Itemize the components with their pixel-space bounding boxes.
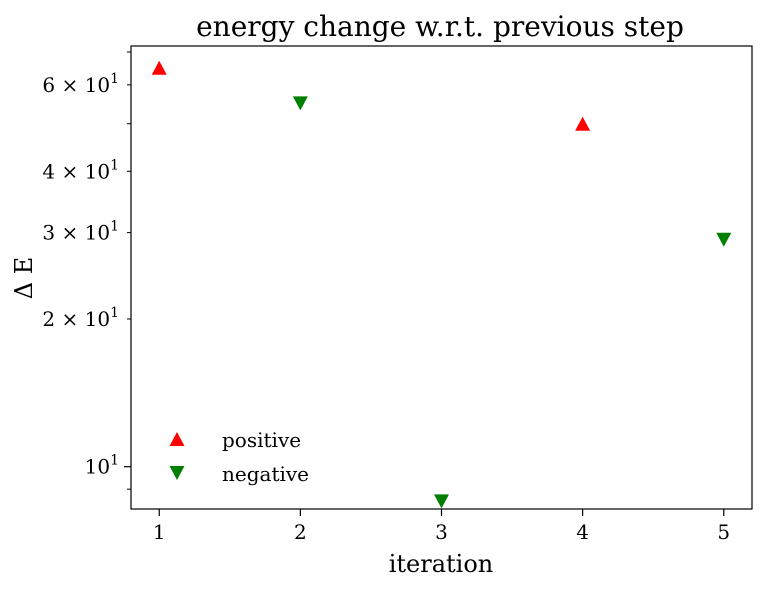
y-tick-label: 6 × 101 [42, 71, 119, 97]
y-tick-times: × [55, 159, 84, 183]
legend-label-negative: negative [222, 462, 309, 486]
y-tick-exponent: 1 [110, 219, 119, 235]
y-tick-exponent: 1 [110, 305, 119, 321]
legend-marker-negative [169, 466, 185, 480]
x-tick-label: 4 [576, 520, 589, 544]
data-point-positive [151, 60, 167, 75]
y-tick-coefficient: 6 [42, 73, 55, 97]
x-tick-label: 5 [717, 520, 730, 544]
y-tick-coefficient: 4 [42, 159, 55, 183]
plot-area [151, 60, 732, 509]
y-tick-times: × [55, 307, 84, 331]
y-tick-label: 4 × 101 [42, 157, 119, 183]
y-tick-base: 10 [85, 159, 110, 183]
y-tick-base: 10 [85, 455, 110, 479]
data-point-positive [575, 116, 591, 131]
y-tick-coefficient: 3 [42, 221, 55, 245]
data-point-negative [434, 494, 449, 509]
y-tick-exponent: 1 [110, 71, 119, 87]
x-tick-label: 1 [153, 520, 166, 544]
x-axis-label: iteration [389, 550, 494, 578]
y-tick-exponent: 1 [110, 453, 119, 469]
x-tick-label: 2 [294, 520, 307, 544]
y-tick-label: 2 × 101 [42, 305, 119, 331]
y-tick-base: 10 [85, 73, 110, 97]
y-tick-exponent: 1 [110, 157, 119, 173]
data-point-negative [292, 96, 308, 111]
legend: positive negative [169, 428, 309, 486]
y-tick-base: 10 [85, 221, 110, 245]
legend-marker-positive [169, 432, 185, 446]
x-tick-label: 3 [435, 520, 448, 544]
y-tick-label: 3 × 101 [42, 219, 119, 245]
chart-title: energy change w.r.t. previous step [196, 10, 684, 43]
y-tick-base: 10 [85, 307, 110, 331]
y-tick-label: 101 [85, 453, 119, 479]
y-axis-label: Δ E [10, 257, 38, 299]
legend-label-positive: positive [222, 428, 301, 452]
y-tick-times: × [55, 73, 84, 97]
data-point-negative [716, 232, 732, 247]
y-tick-coefficient: 2 [42, 307, 55, 331]
y-tick-times: × [55, 221, 84, 245]
